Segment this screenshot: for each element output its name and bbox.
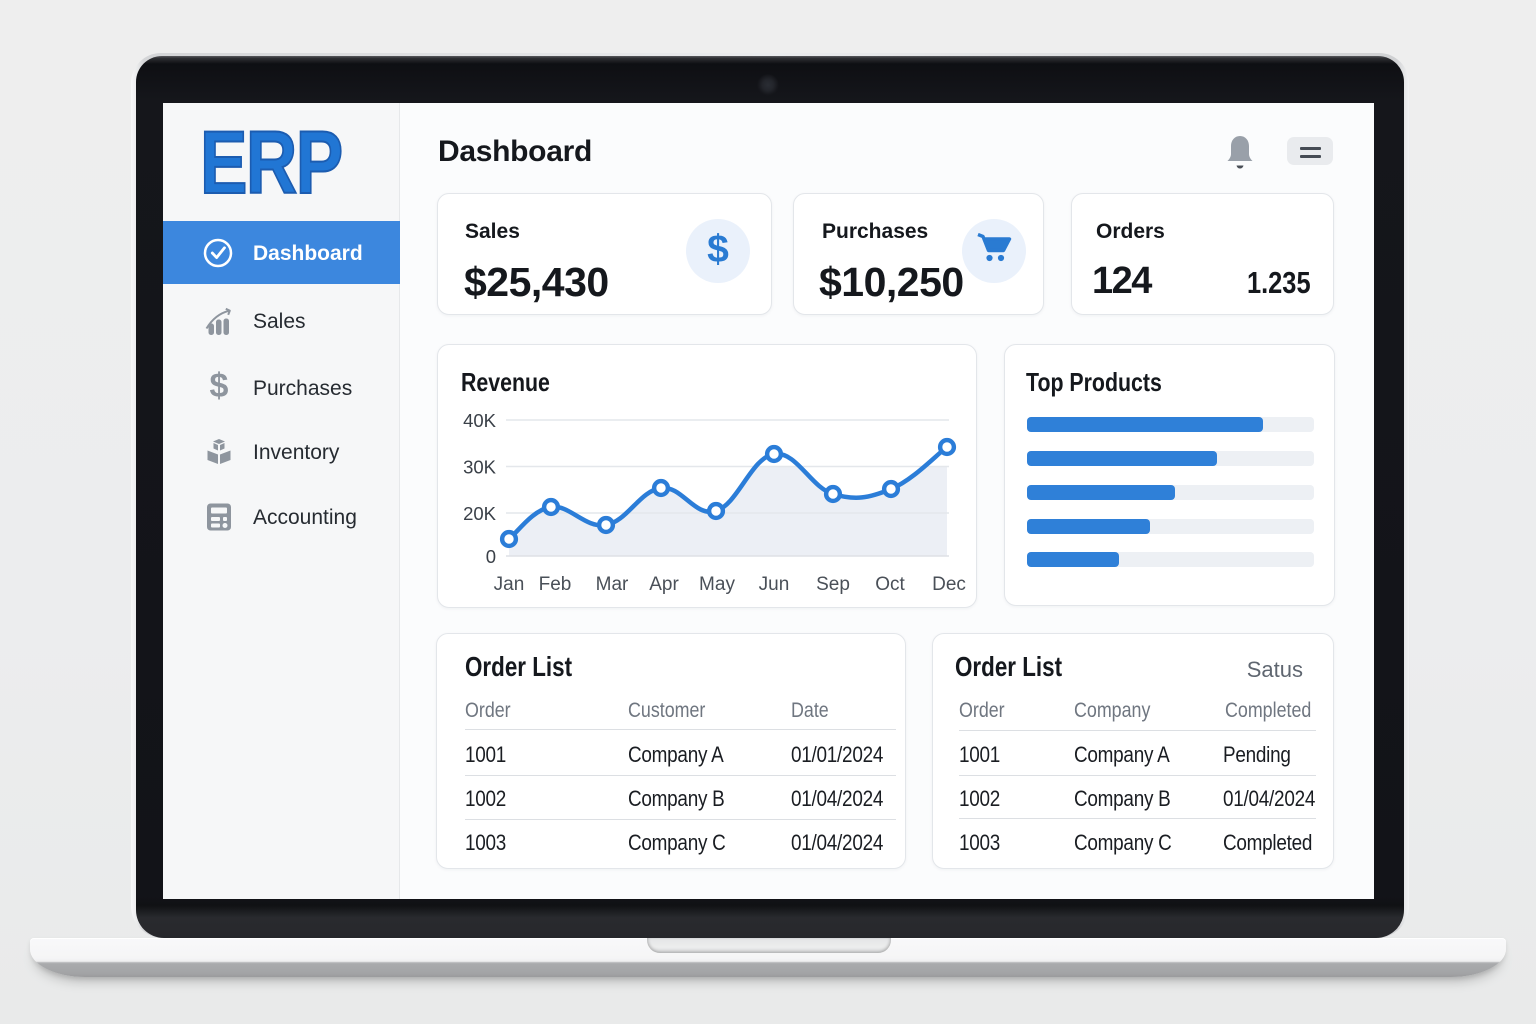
- svg-text:Mar: Mar: [596, 574, 629, 595]
- svg-text:0: 0: [486, 546, 496, 567]
- svg-text:40K: 40K: [463, 410, 497, 431]
- svg-text:Apr: Apr: [649, 574, 679, 595]
- svg-text:Dec: Dec: [932, 574, 966, 595]
- svg-text:Sep: Sep: [816, 574, 850, 595]
- svg-text:Oct: Oct: [875, 574, 905, 595]
- svg-text:Jun: Jun: [759, 574, 790, 595]
- svg-text:Feb: Feb: [539, 574, 572, 595]
- svg-text:30K: 30K: [463, 457, 497, 478]
- svg-text:May: May: [699, 574, 735, 595]
- svg-text:Jan: Jan: [494, 574, 525, 595]
- svg-text:20K: 20K: [463, 503, 497, 524]
